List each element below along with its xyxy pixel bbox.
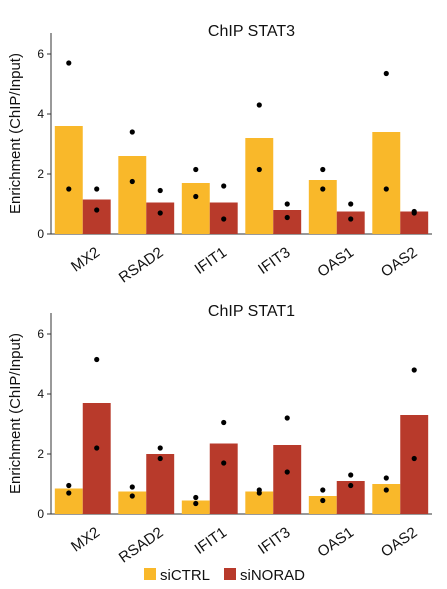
point-siNORAD-IFIT3-2 bbox=[284, 469, 290, 475]
bar-siNORAD-OAS2 bbox=[400, 211, 429, 234]
point-siCTRL-IFIT1-1 bbox=[193, 494, 199, 501]
x-tick-label: RSAD2 bbox=[116, 524, 167, 567]
point-siNORAD-RSAD2-1 bbox=[157, 187, 163, 194]
bar-siNORAD-OAS2 bbox=[400, 415, 429, 514]
x-tick-label: OAS1 bbox=[314, 244, 357, 281]
x-tick-label: IFIT3 bbox=[255, 244, 293, 278]
point-siCTRL-OAS2-2 bbox=[383, 186, 389, 192]
bar-siNORAD-IFIT1 bbox=[209, 443, 238, 514]
point-siCTRL-OAS1-2 bbox=[320, 497, 326, 504]
point-siCTRL-IFIT1-2 bbox=[193, 193, 199, 200]
bar-siNORAD-MX2 bbox=[82, 199, 111, 234]
point-siCTRL-MX2-1 bbox=[66, 482, 72, 489]
x-tick-label: MX2 bbox=[68, 244, 103, 276]
y-tick-label: 2 bbox=[37, 167, 44, 181]
y-tick-label: 6 bbox=[37, 47, 44, 61]
point-siNORAD-IFIT1-2 bbox=[221, 460, 227, 466]
point-siNORAD-IFIT3-1 bbox=[284, 415, 290, 421]
point-siNORAD-OAS2-2 bbox=[411, 210, 417, 216]
x-tick-label: MX2 bbox=[68, 524, 103, 556]
y-tick-label: 0 bbox=[37, 507, 44, 521]
point-siCTRL-RSAD2-2 bbox=[129, 178, 135, 185]
point-siNORAD-OAS2-2 bbox=[411, 455, 417, 462]
point-siNORAD-IFIT1-2 bbox=[221, 216, 227, 222]
x-tick-label: IFIT3 bbox=[255, 524, 293, 558]
chart-title: ChIP STAT3 bbox=[208, 23, 295, 40]
point-siCTRL-IFIT3-2 bbox=[256, 490, 262, 496]
bar-siCTRL-OAS2 bbox=[372, 132, 401, 234]
point-siCTRL-IFIT1-2 bbox=[193, 500, 199, 507]
y-tick-label: 4 bbox=[37, 387, 44, 401]
point-siNORAD-OAS1-1 bbox=[348, 201, 354, 207]
bar-siCTRL-RSAD2 bbox=[118, 156, 147, 234]
point-siCTRL-OAS1-1 bbox=[320, 487, 326, 493]
y-tick-label: 0 bbox=[37, 227, 44, 241]
point-siCTRL-RSAD2-1 bbox=[129, 129, 135, 135]
chart-title: ChIP STAT1 bbox=[208, 303, 295, 320]
point-siCTRL-IFIT1-1 bbox=[193, 166, 199, 173]
bar-siCTRL-OAS1 bbox=[308, 496, 337, 514]
point-siNORAD-OAS1-2 bbox=[348, 216, 354, 222]
point-siCTRL-OAS1-1 bbox=[320, 166, 326, 173]
bar-siCTRL-IFIT1 bbox=[181, 183, 210, 234]
y-axis-label: Enrichment (ChIP/Input) bbox=[7, 53, 24, 214]
x-tick-label: IFIT1 bbox=[192, 244, 230, 278]
bar-siNORAD-IFIT3 bbox=[273, 445, 302, 514]
point-siCTRL-IFIT3-2 bbox=[256, 166, 262, 173]
x-tick-label: IFIT1 bbox=[192, 524, 230, 558]
point-siCTRL-RSAD2-1 bbox=[129, 484, 135, 490]
x-tick-label: OAS2 bbox=[378, 524, 421, 561]
x-tick-label: RSAD2 bbox=[116, 244, 167, 287]
bar-siCTRL-RSAD2 bbox=[118, 491, 147, 514]
point-siCTRL-IFIT3-1 bbox=[256, 102, 262, 108]
bar-siNORAD-RSAD2 bbox=[146, 202, 175, 234]
point-siNORAD-IFIT3-1 bbox=[284, 201, 290, 207]
point-siNORAD-RSAD2-2 bbox=[157, 210, 163, 216]
point-siCTRL-MX2-2 bbox=[66, 490, 72, 496]
point-siNORAD-IFIT3-2 bbox=[284, 214, 290, 221]
point-siNORAD-IFIT1-1 bbox=[221, 183, 227, 189]
bar-siNORAD-MX2 bbox=[82, 403, 111, 514]
bar-siNORAD-IFIT3 bbox=[273, 210, 302, 234]
point-siCTRL-MX2-1 bbox=[66, 60, 72, 66]
legend-label-siCTRL: siCTRL bbox=[160, 567, 210, 584]
y-tick-label: 6 bbox=[37, 327, 44, 341]
point-siNORAD-RSAD2-2 bbox=[157, 455, 163, 462]
x-tick-label: OAS2 bbox=[378, 244, 421, 281]
point-siNORAD-MX2-2 bbox=[94, 445, 100, 451]
point-siCTRL-MX2-2 bbox=[66, 186, 72, 192]
point-siCTRL-OAS2-1 bbox=[383, 475, 389, 481]
y-axis-label: Enrichment (ChIP/Input) bbox=[7, 333, 24, 494]
point-siNORAD-MX2-1 bbox=[94, 356, 100, 363]
legend-swatch-siNORAD bbox=[224, 568, 236, 580]
point-siNORAD-IFIT1-1 bbox=[221, 419, 227, 426]
bar-siCTRL-MX2 bbox=[54, 126, 83, 234]
point-siCTRL-OAS1-2 bbox=[320, 186, 326, 192]
y-tick-label: 4 bbox=[37, 107, 44, 121]
legend-label-siNORAD: siNORAD bbox=[240, 567, 305, 584]
y-tick-label: 2 bbox=[37, 447, 44, 461]
point-siCTRL-OAS2-1 bbox=[383, 70, 389, 77]
bar-siCTRL-IFIT1 bbox=[181, 500, 210, 514]
point-siCTRL-OAS2-2 bbox=[383, 487, 389, 493]
point-siNORAD-OAS1-1 bbox=[348, 472, 354, 478]
bar-siCTRL-IFIT3 bbox=[245, 491, 274, 514]
point-siNORAD-MX2-1 bbox=[94, 186, 100, 192]
legend-swatch-siCTRL bbox=[144, 568, 156, 580]
bar-siCTRL-IFIT3 bbox=[245, 138, 274, 234]
legend: siCTRL siNORAD bbox=[144, 567, 305, 584]
bar-siNORAD-RSAD2 bbox=[146, 454, 175, 514]
chart-panel-stat3: ChIP STAT3 Enrichment (ChIP/Input) 0 2 4 6 MX2… bbox=[7, 23, 432, 286]
point-siNORAD-OAS1-2 bbox=[348, 482, 354, 489]
point-siCTRL-RSAD2-2 bbox=[129, 493, 135, 499]
bar-siNORAD-OAS1 bbox=[336, 211, 365, 234]
chart-panel-stat1: ChIP STAT1 Enrichment (ChIP/Input) 0 2 4 6 MX2… bbox=[7, 303, 432, 566]
point-siNORAD-OAS2-1 bbox=[411, 367, 417, 373]
point-siNORAD-MX2-2 bbox=[94, 207, 100, 213]
x-tick-label: OAS1 bbox=[314, 524, 357, 561]
point-siNORAD-RSAD2-1 bbox=[157, 445, 163, 451]
